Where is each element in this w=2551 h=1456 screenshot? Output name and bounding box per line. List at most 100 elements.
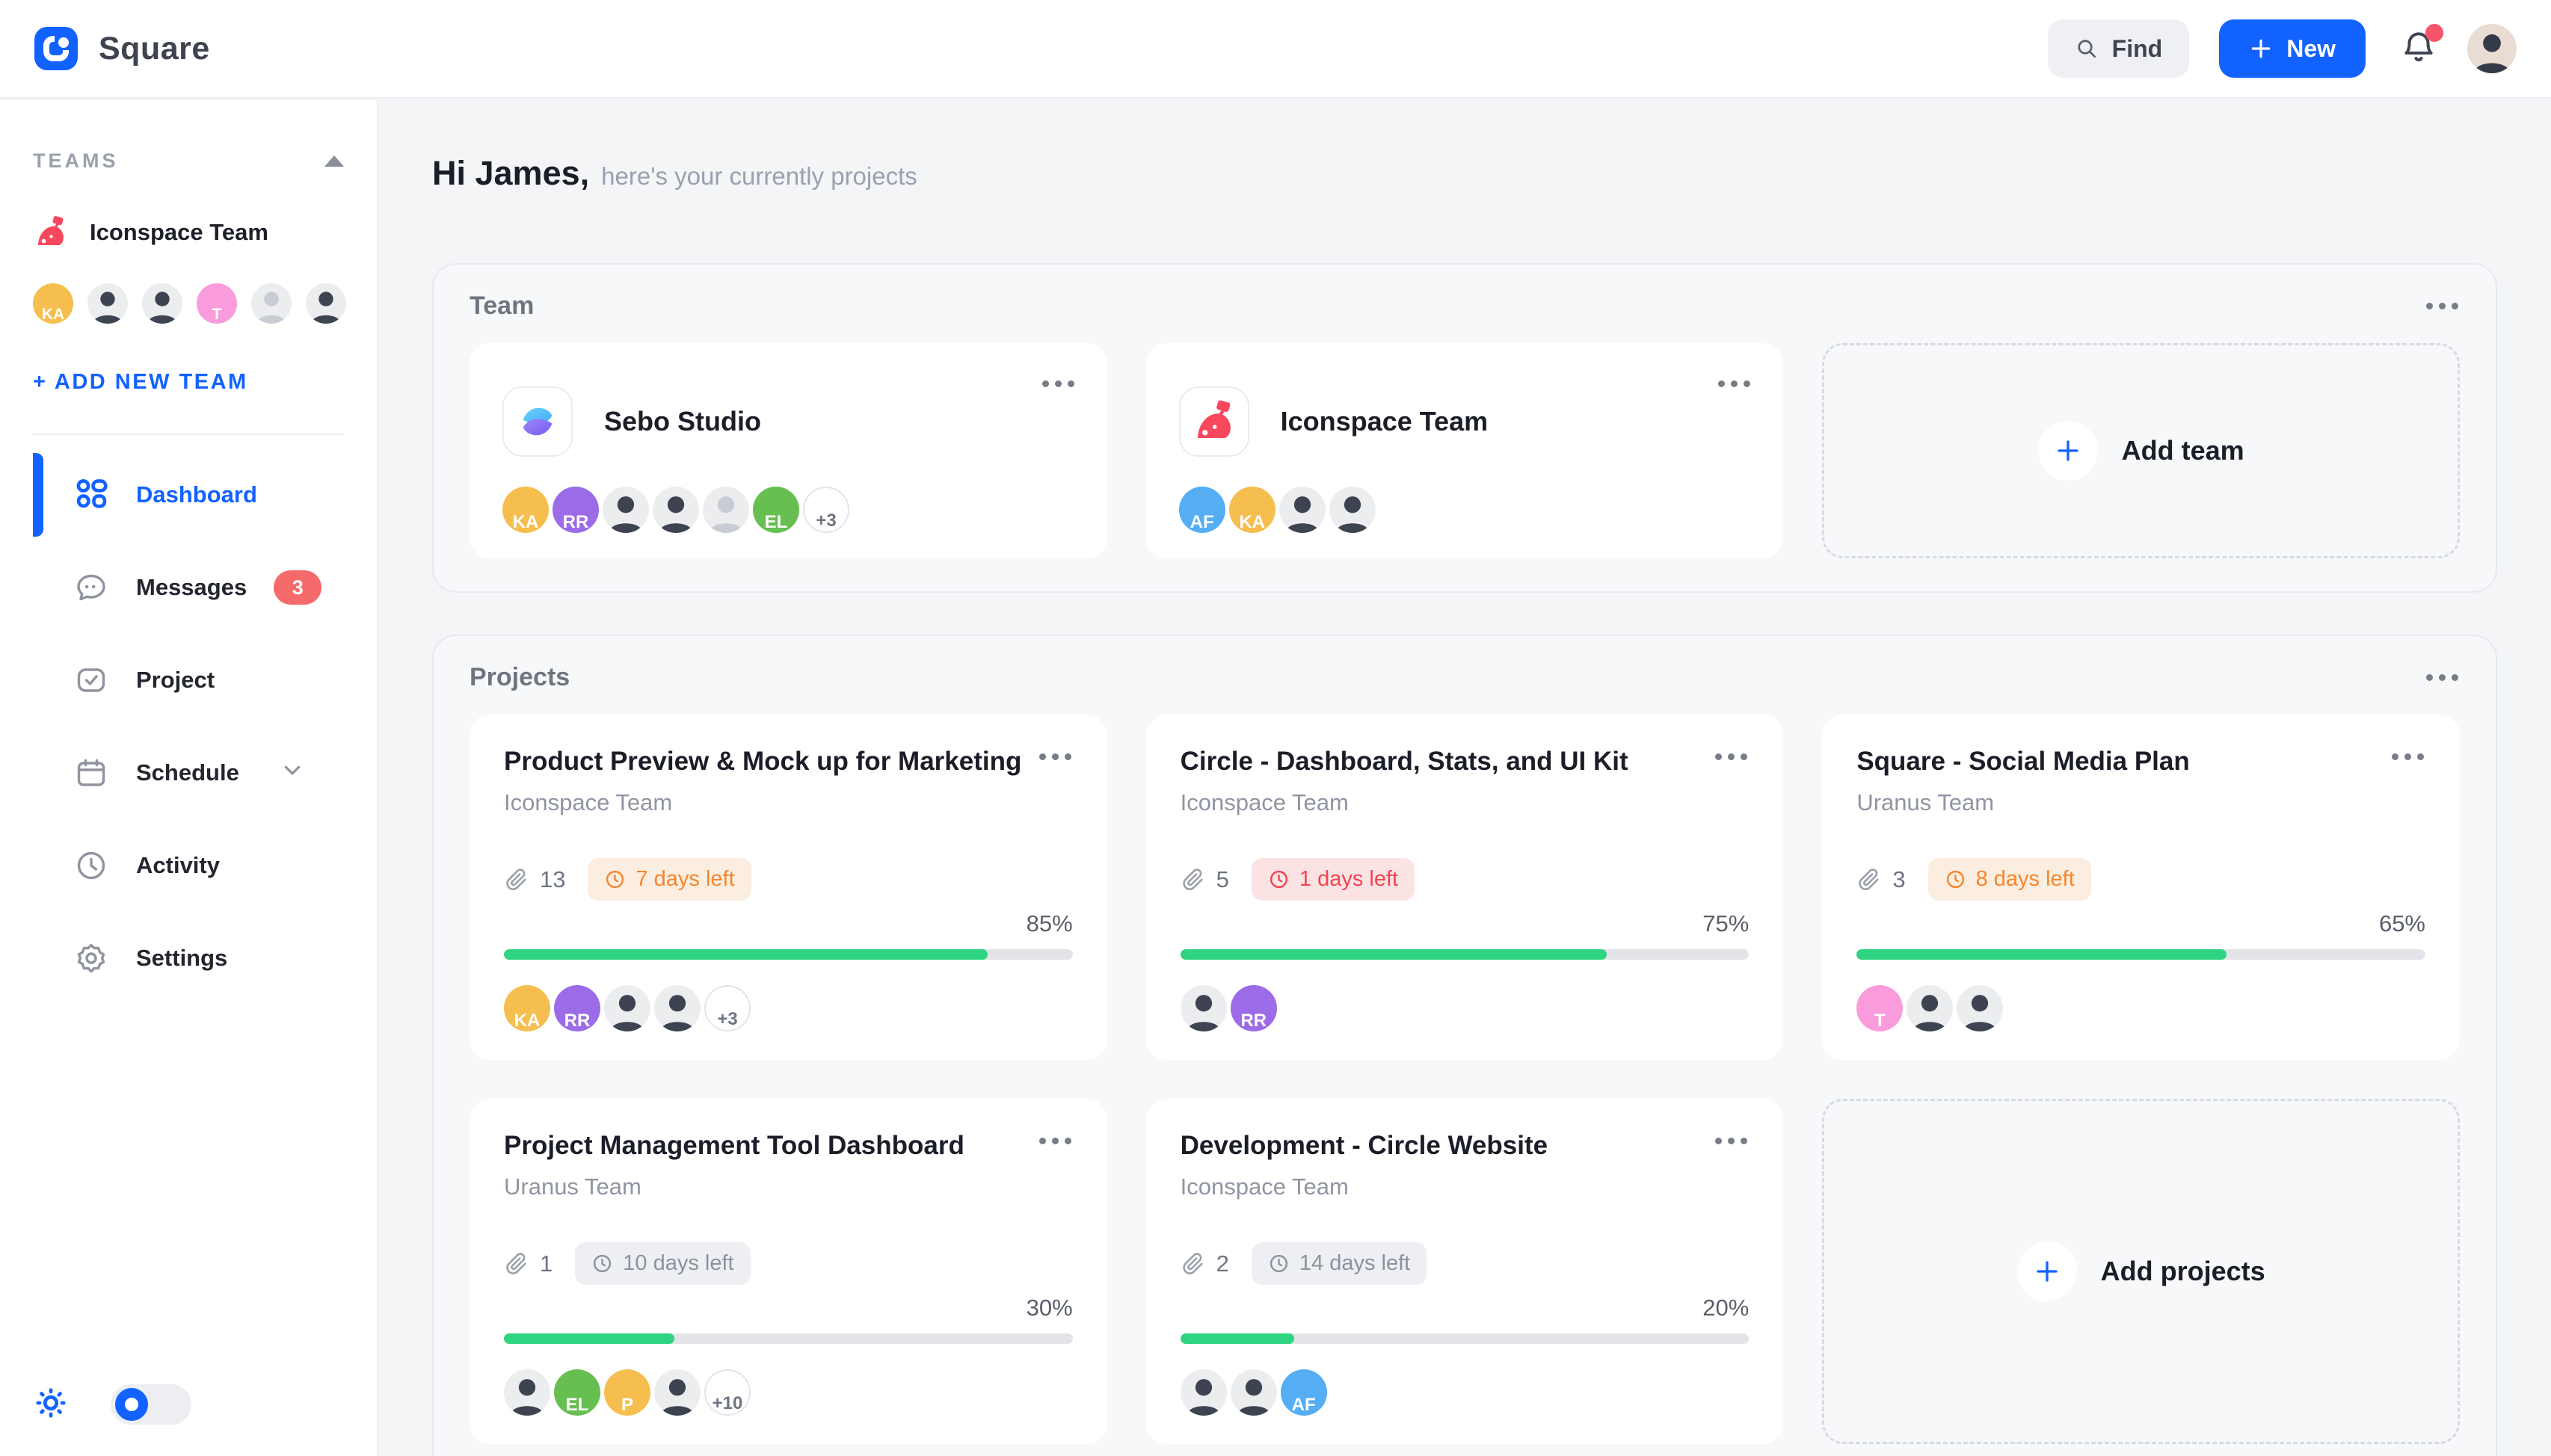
- schedule-icon: [77, 759, 105, 786]
- member-avatar[interactable]: P: [604, 1369, 650, 1416]
- member-avatar[interactable]: [142, 283, 182, 324]
- member-avatar[interactable]: [604, 985, 650, 1031]
- due-badge: 10 days left: [575, 1242, 751, 1285]
- member-avatar[interactable]: KA: [1228, 487, 1276, 533]
- add-projects-button[interactable]: Add projects: [1822, 1099, 2460, 1444]
- header-actions: Find New: [2047, 19, 2517, 78]
- card-menu-button[interactable]: [1717, 373, 1752, 395]
- member-avatar[interactable]: [504, 1369, 550, 1416]
- member-avatar[interactable]: EL: [753, 487, 799, 533]
- attachments-count: 2: [1181, 1250, 1229, 1277]
- member-avatar[interactable]: RR: [553, 487, 599, 533]
- clock-icon: [1270, 1254, 1288, 1273]
- project-team: Uranus Team: [504, 1173, 641, 1200]
- card-menu-button[interactable]: [1041, 373, 1076, 395]
- notification-badge-dot: [2425, 23, 2443, 42]
- team-card-name: Iconspace Team: [1280, 406, 1489, 437]
- member-avatar[interactable]: [1180, 1369, 1227, 1416]
- progress: 30%: [504, 1295, 1073, 1344]
- plus-icon: [2037, 421, 2098, 481]
- member-avatar[interactable]: [1278, 487, 1326, 533]
- rocket-icon: [37, 215, 65, 247]
- paperclip-icon: [506, 1253, 526, 1274]
- more-members-avatar[interactable]: +3: [803, 487, 849, 533]
- messages-icon: [77, 574, 105, 601]
- project-card[interactable]: Circle - Dashboard, Stats, and UI Kit Ic…: [1145, 715, 1784, 1060]
- more-members-avatar[interactable]: +10: [704, 1369, 751, 1416]
- app-logo-icon: [34, 27, 78, 70]
- notifications-button[interactable]: [2400, 23, 2443, 70]
- member-avatar[interactable]: [654, 1369, 701, 1416]
- member-avatar[interactable]: [306, 283, 346, 324]
- main-content: Hi James, here's your currently projects…: [378, 100, 2551, 1456]
- sidebar-team-members: KA T: [33, 283, 346, 324]
- collapse-teams-icon[interactable]: [324, 155, 344, 167]
- member-avatar[interactable]: KA: [33, 283, 73, 324]
- card-menu-button[interactable]: [1038, 746, 1073, 768]
- project-card[interactable]: Square - Social Media Plan Uranus Team 3: [1822, 715, 2460, 1060]
- sidebar-item-dashboard[interactable]: Dashboard: [33, 448, 344, 541]
- member-avatar[interactable]: [1230, 1369, 1277, 1416]
- sidebar-item-schedule[interactable]: Schedule: [33, 727, 344, 819]
- more-members-avatar[interactable]: +3: [704, 985, 751, 1031]
- app-name: Square: [99, 30, 210, 67]
- add-team-button[interactable]: Add team: [1822, 343, 2460, 558]
- sidebar-team-iconspace[interactable]: Iconspace Team: [33, 215, 344, 250]
- project-card[interactable]: Development - Circle Website Iconspace T…: [1145, 1099, 1784, 1444]
- projects-section-menu-button[interactable]: [2425, 667, 2460, 688]
- member-avatar[interactable]: KA: [502, 487, 549, 533]
- project-card[interactable]: Product Preview & Mock up for Marketing …: [470, 715, 1107, 1060]
- member-avatar[interactable]: EL: [554, 1369, 600, 1416]
- clock-icon: [594, 1254, 612, 1273]
- member-avatar[interactable]: KA: [504, 985, 550, 1031]
- progress-label: 65%: [2378, 910, 2425, 937]
- progress-bar: [1180, 1333, 1750, 1344]
- project-card[interactable]: Project Management Tool Dashboard Uranus…: [470, 1099, 1107, 1444]
- project-title: Project Management Tool Dashboard: [504, 1131, 964, 1160]
- team-section-menu-button[interactable]: [2425, 295, 2460, 317]
- member-avatar[interactable]: [1180, 985, 1227, 1031]
- theme-toggle[interactable]: [111, 1384, 191, 1425]
- progress-label: 30%: [1026, 1295, 1073, 1321]
- toggle-knob: [115, 1388, 148, 1421]
- member-avatar[interactable]: [1957, 985, 2004, 1031]
- member-avatar[interactable]: [703, 487, 749, 533]
- member-avatar[interactable]: [654, 985, 701, 1031]
- card-menu-button[interactable]: [1714, 746, 1749, 768]
- top-bar: Square Find New: [0, 0, 2551, 99]
- new-button[interactable]: New: [2219, 19, 2366, 78]
- card-menu-button[interactable]: [2390, 746, 2425, 768]
- team-card-sebo-studio[interactable]: Sebo Studio KA RR EL +3: [470, 343, 1107, 558]
- plus-icon: [2016, 1241, 2077, 1301]
- member-avatar[interactable]: [1329, 487, 1376, 533]
- member-avatar[interactable]: [1907, 985, 1954, 1031]
- sidebar-item-label: Dashboard: [136, 481, 257, 508]
- member-avatar[interactable]: T: [197, 283, 237, 324]
- member-avatar[interactable]: [87, 283, 128, 324]
- sidebar-item-settings[interactable]: Settings: [33, 912, 344, 1005]
- member-avatar[interactable]: [251, 283, 292, 324]
- member-avatar[interactable]: RR: [1230, 985, 1277, 1031]
- add-new-team-button[interactable]: + ADD NEW TEAM: [33, 370, 248, 394]
- sidebar-item-project[interactable]: Project: [33, 634, 344, 727]
- sidebar-item-messages[interactable]: Messages 3: [33, 541, 344, 634]
- member-avatar[interactable]: [653, 487, 699, 533]
- sidebar-item-activity[interactable]: Activity: [33, 819, 344, 912]
- card-menu-button[interactable]: [1714, 1130, 1749, 1152]
- member-avatar[interactable]: AF: [1280, 1369, 1327, 1416]
- member-avatar[interactable]: T: [1856, 985, 1904, 1031]
- project-team: Iconspace Team: [1180, 789, 1349, 815]
- active-indicator: [33, 453, 43, 537]
- due-badge: 1 days left: [1251, 858, 1415, 901]
- user-avatar[interactable]: [2467, 24, 2517, 73]
- member-avatar[interactable]: [603, 487, 649, 533]
- rocket-icon: [1191, 398, 1237, 445]
- project-title: Circle - Dashboard, Stats, and UI Kit: [1180, 747, 1628, 776]
- team-card-iconspace-team[interactable]: Iconspace Team AF KA: [1145, 343, 1784, 558]
- attachments-count: 5: [1181, 866, 1229, 893]
- chevron-down-icon: [281, 759, 304, 787]
- member-avatar[interactable]: AF: [1178, 487, 1225, 533]
- card-menu-button[interactable]: [1038, 1130, 1073, 1152]
- member-avatar[interactable]: RR: [554, 985, 600, 1031]
- find-button[interactable]: Find: [2047, 19, 2190, 78]
